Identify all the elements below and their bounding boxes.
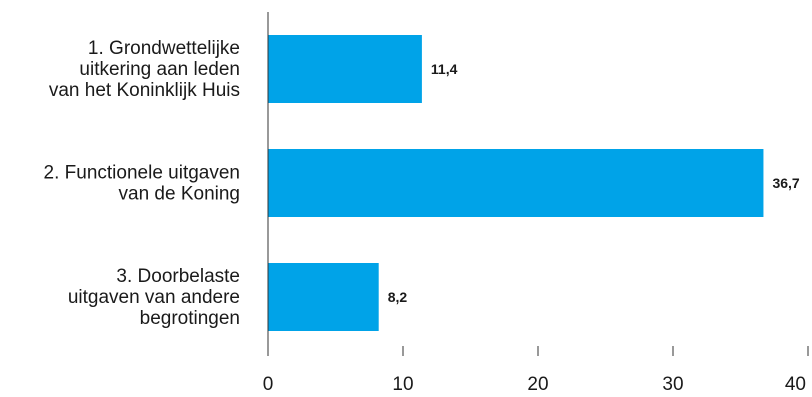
bar-3 [268, 263, 379, 331]
value-label-1: 11,4 [431, 61, 458, 77]
x-tick-label-20: 20 [527, 374, 548, 395]
category-label-3: 3. Doorbelaste uitgaven van andere begroti… [68, 266, 240, 329]
x-tick-label-40: 40 [785, 374, 806, 395]
bar-2 [268, 149, 764, 217]
value-labels-layer: 11,4 36,7 8,2 [388, 61, 800, 305]
category-labels-layer: 1. Grondwettelijke uitkering aan leden van… [44, 38, 240, 329]
category-label-1: 1. Grondwettelijke uitkering aan leden van… [49, 38, 240, 101]
x-axis-ticks [267, 346, 809, 356]
x-tick-label-10: 10 [392, 374, 413, 395]
x-axis-tick-labels: 0 10 20 30 40 [263, 374, 806, 395]
value-label-3: 8,2 [388, 289, 408, 305]
value-label-2: 36,7 [772, 175, 799, 191]
x-tick-label-0: 0 [263, 374, 274, 395]
bars-layer [268, 35, 764, 331]
category-label-2: 2. Functionele uitgaven van de Koning [44, 163, 240, 205]
bar-1 [268, 35, 422, 103]
x-tick-label-30: 30 [662, 374, 683, 395]
